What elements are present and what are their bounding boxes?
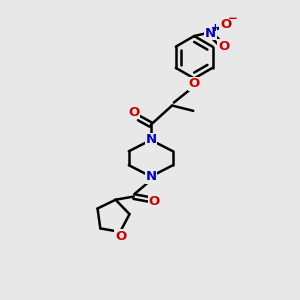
Text: −: − (228, 13, 238, 26)
Text: O: O (115, 230, 126, 243)
Text: O: O (188, 77, 200, 90)
Text: N: N (205, 27, 216, 40)
Text: N: N (145, 134, 156, 146)
Text: +: + (211, 23, 220, 33)
Text: O: O (218, 40, 229, 53)
Text: O: O (148, 195, 160, 208)
Text: O: O (128, 106, 140, 119)
Text: O: O (220, 18, 231, 32)
Text: N: N (145, 170, 156, 183)
